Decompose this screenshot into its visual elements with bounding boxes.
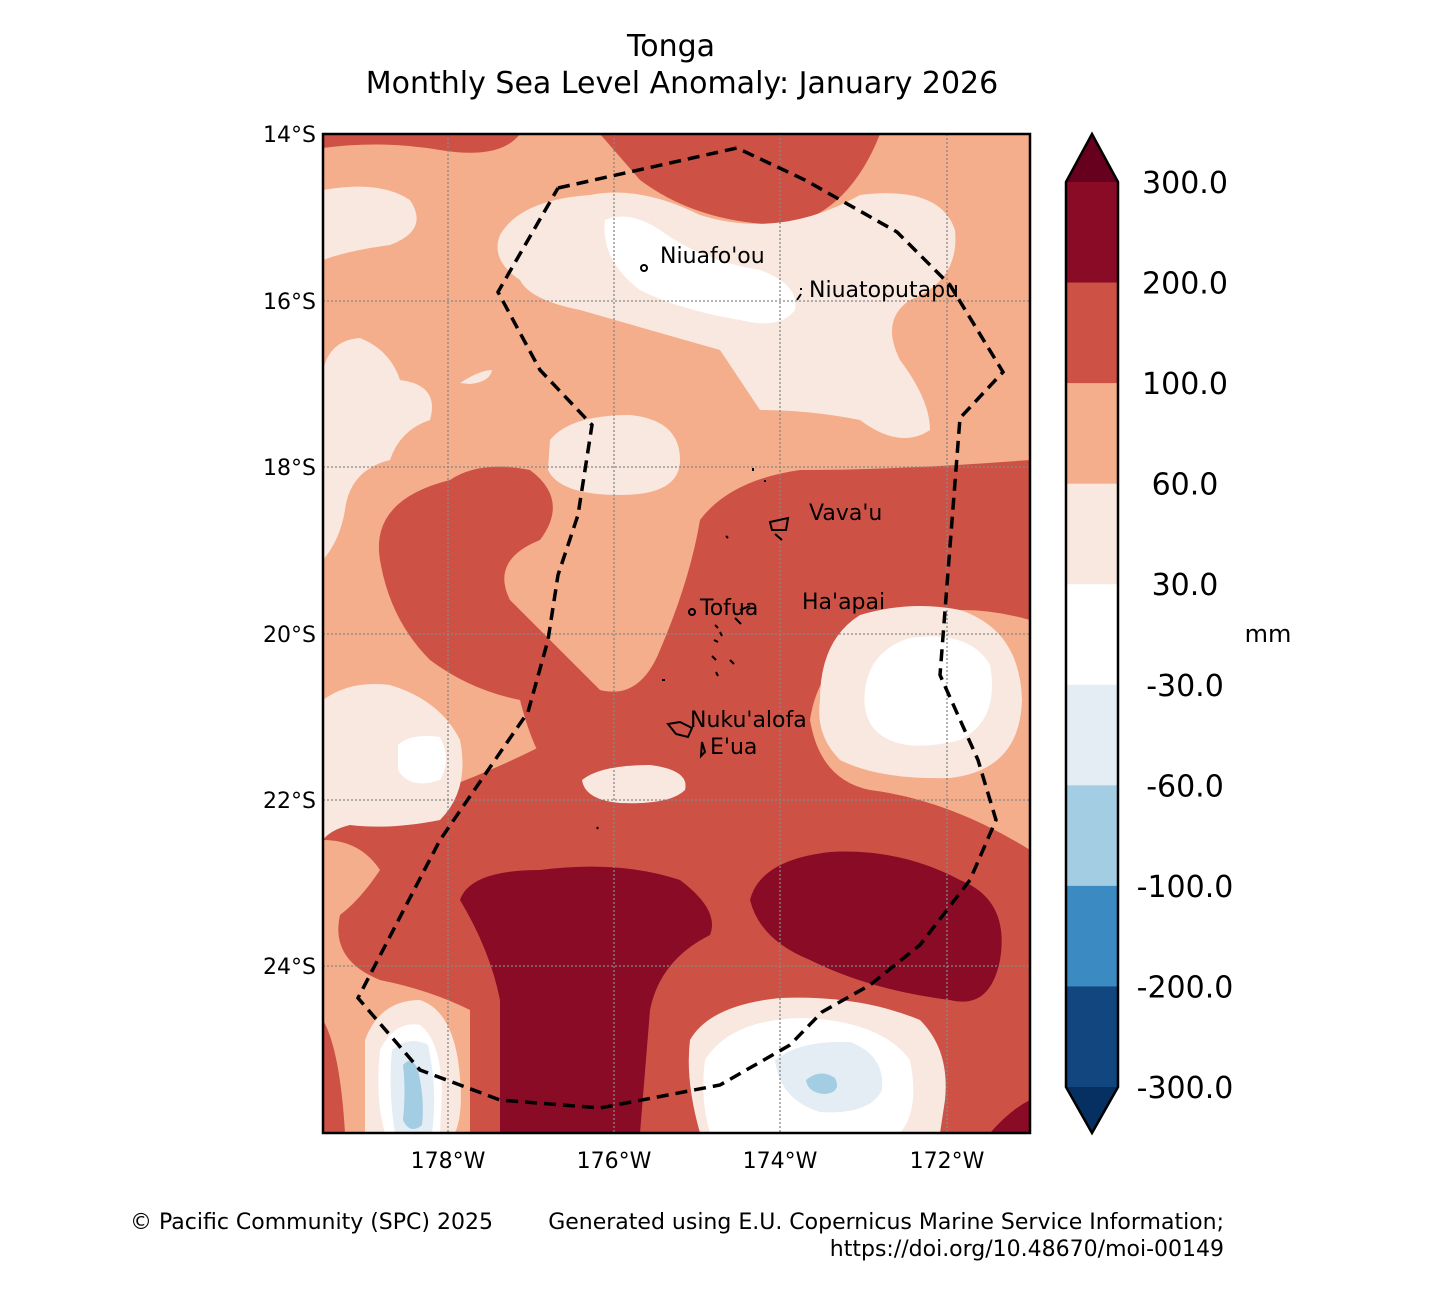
lon-tick-label: 172°W [910, 1149, 985, 1174]
place-label: Niuatoputapu [809, 278, 959, 303]
colorbar [1064, 131, 1120, 1136]
lat-tick-label: 22°S [263, 789, 316, 814]
lon-tick-label: 176°W [577, 1149, 652, 1174]
colorbar-segment [1066, 383, 1118, 485]
colorbar-segment [1066, 986, 1118, 1088]
colorbar-extend-min [1066, 1087, 1118, 1133]
place-label: Nuku'alofa [690, 708, 807, 733]
island-eua [699, 741, 707, 759]
place-label: E'ua [710, 735, 757, 760]
gridlines [323, 134, 1030, 1133]
island-vavau [768, 516, 790, 541]
colorbar-outline [1064, 131, 1120, 1136]
colorbar-segment [1066, 282, 1118, 384]
colorbar-tick-label: 60.0 [1152, 468, 1219, 503]
eez-boundary [355, 146, 1006, 1110]
colorbar-tick-label: -100.0 [1137, 870, 1234, 905]
colorbar-tick-label: -30.0 [1146, 669, 1224, 704]
island-niuafoou [640, 264, 648, 272]
lat-tick-label: 16°S [263, 290, 316, 315]
colorbar-tick-label: -300.0 [1137, 1071, 1234, 1106]
title-line2: Monthly Sea Level Anomaly: January 2026 [366, 66, 998, 101]
band-neg100-neg60 [806, 1073, 838, 1094]
lat-tick-label: 18°S [263, 456, 316, 481]
colorbar-tick-label: 100.0 [1142, 367, 1228, 402]
place-label: Niuafo'ou [660, 244, 765, 269]
colorbar-segment [1066, 885, 1118, 987]
band-100-200 [323, 134, 520, 153]
lon-tick-label: 178°W [411, 1149, 486, 1174]
colorbar-tick-label: -200.0 [1137, 970, 1234, 1005]
band-100-200 [600, 134, 880, 225]
island-tongatapu [666, 720, 694, 739]
island-haapai [596, 468, 766, 830]
copyright-text: © Pacific Community (SPC) 2025 [130, 1210, 493, 1235]
lat-tick-label: 24°S [263, 955, 316, 980]
islands [596, 264, 802, 830]
island-tofua [688, 608, 696, 616]
colorbar-tick-label: 300.0 [1142, 166, 1228, 201]
band-200-300 [990, 1100, 1030, 1133]
colorbar-extend-max [1066, 134, 1118, 182]
colorbar-unit: mm [1245, 620, 1292, 648]
doi-text: https://doi.org/10.48670/moi-00149 [830, 1237, 1224, 1262]
colorbar-segment [1066, 584, 1118, 686]
band-neg100-neg60 [403, 1061, 423, 1129]
colorbar-tick-label: 200.0 [1142, 267, 1228, 302]
colorbar-segment [1066, 684, 1118, 786]
source-text: Generated using E.U. Copernicus Marine S… [548, 1210, 1224, 1235]
band-200-300 [460, 866, 712, 1133]
lon-tick-label: 174°W [743, 1149, 818, 1174]
band-200-300 [750, 851, 1002, 1002]
lat-tick-label: 14°S [263, 123, 316, 148]
colorbar-tick-label: -60.0 [1146, 769, 1224, 804]
place-label: Tofua [699, 596, 758, 621]
anomaly-field [323, 134, 1030, 1133]
colorbar-tick-label: 30.0 [1152, 568, 1219, 603]
island-niuatoputapu [796, 288, 802, 301]
colorbar-segment [1066, 182, 1118, 284]
place-label: Vava'u [809, 501, 882, 526]
colorbar-segment [1066, 483, 1118, 585]
colorbar-segment [1066, 785, 1118, 887]
place-label: Ha'apai [802, 590, 885, 615]
title-line1: Tonga [626, 29, 715, 64]
lat-tick-label: 20°S [263, 623, 316, 648]
map-frame [321, 132, 1032, 1135]
